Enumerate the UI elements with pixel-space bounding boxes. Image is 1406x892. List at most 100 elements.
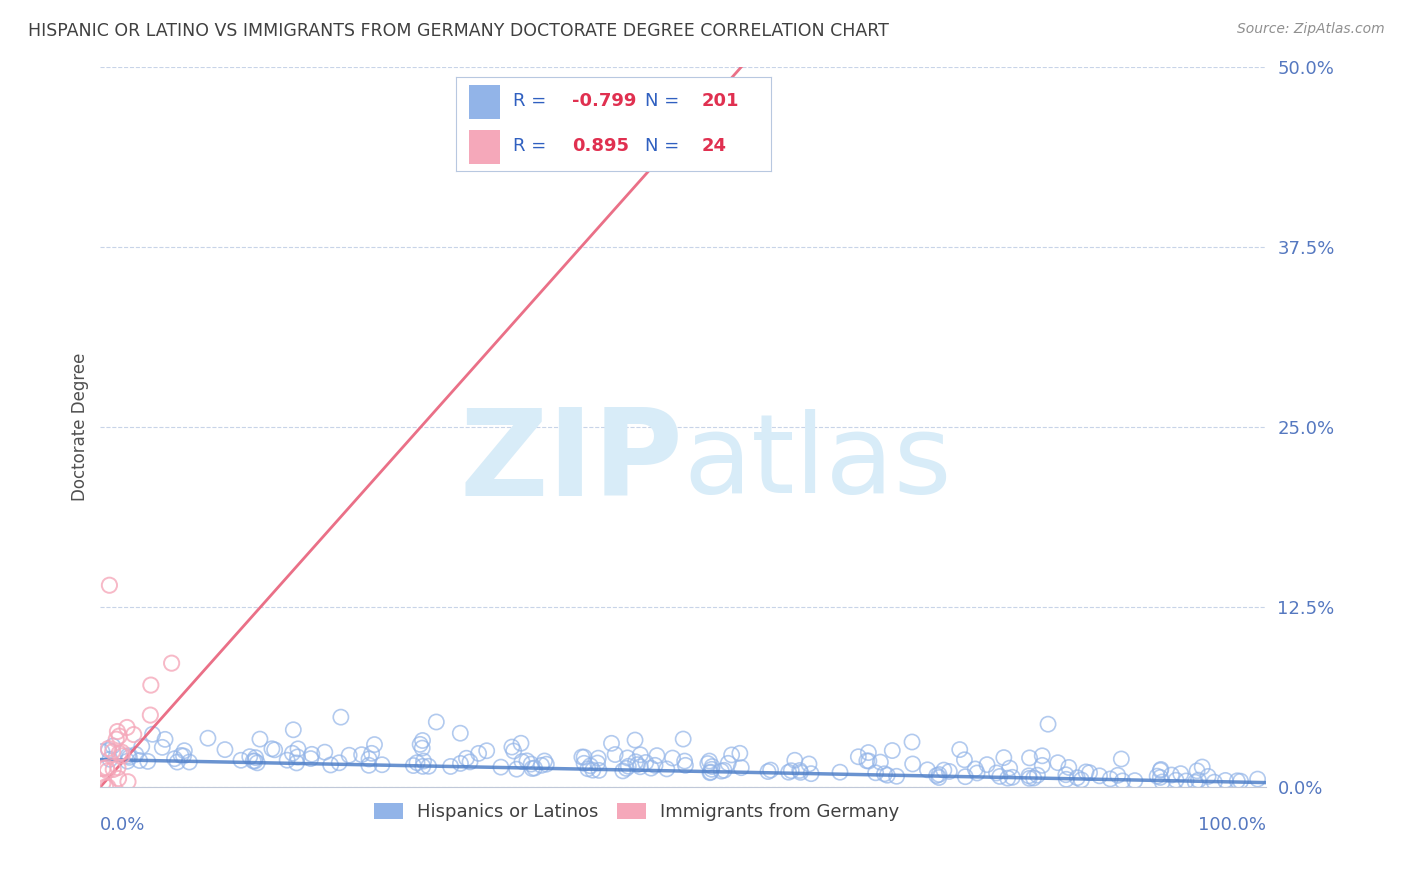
Point [700,762,723,776]
Point [645,748,668,763]
Point [128,754,150,768]
Point [1185,764,1208,778]
Point [797,756,820,771]
Point [673,758,696,772]
Point [1111,773,1133,788]
Point [101,745,124,759]
Point [858,746,880,760]
Point [117,774,139,789]
Point [1111,752,1133,766]
Point [533,754,555,768]
Point [1026,768,1049,782]
Point [1146,769,1168,783]
Point [1229,774,1251,789]
Point [150,740,173,755]
Point [655,762,678,776]
Point [1088,769,1111,783]
Point [505,762,527,776]
Point [111,748,134,763]
Point [136,755,159,769]
Point [523,761,546,775]
Point [965,762,987,776]
Point [439,759,461,773]
Point [1215,773,1237,788]
Point [1164,773,1187,788]
Point [1054,772,1077,787]
Point [901,735,924,749]
Point [467,747,489,761]
Point [101,739,124,753]
Point [1070,772,1092,787]
Point [1031,748,1053,763]
Point [1057,760,1080,774]
Point [245,750,267,764]
Point [1204,775,1226,789]
Text: 0.0%: 0.0% [100,816,146,834]
Point [1018,772,1040,786]
Point [1107,768,1129,782]
Point [98,578,121,592]
Point [717,756,740,771]
Point [170,748,193,763]
Point [1123,773,1146,788]
Point [520,757,543,772]
Point [605,747,627,762]
Point [160,656,183,670]
Point [624,733,647,747]
Point [672,732,695,747]
Point [846,749,869,764]
Point [516,754,538,768]
Point [858,754,880,768]
Point [997,771,1019,785]
Point [928,771,950,785]
Point [91,745,114,759]
Point [139,678,162,692]
Point [301,747,323,762]
Text: 100.0%: 100.0% [1198,816,1267,834]
Point [873,766,896,780]
Point [778,765,800,780]
Point [780,764,803,778]
Point [720,747,742,762]
Point [1046,756,1069,770]
Point [314,745,336,759]
Point [1160,768,1182,782]
Point [96,761,118,775]
Point [696,756,718,771]
Point [412,733,434,747]
Point [510,736,533,750]
Point [783,753,806,767]
Point [329,710,352,724]
Point [108,746,131,760]
Point [1149,764,1171,778]
Legend: Hispanics or Latinos, Immigrants from Germany: Hispanics or Latinos, Immigrants from Ge… [367,796,907,829]
Point [357,752,380,766]
Point [105,732,128,747]
Point [412,759,434,773]
Point [756,764,779,779]
Point [418,759,440,773]
Point [953,753,976,767]
Point [588,751,610,765]
Point [449,756,471,771]
Point [932,763,955,777]
Point [949,742,972,756]
Point [730,761,752,775]
Point [1149,771,1171,785]
Point [299,751,322,765]
Point [1184,775,1206,789]
Point [281,746,304,760]
Point [1074,764,1097,779]
Point [626,757,648,772]
Point [475,744,498,758]
Point [96,764,118,778]
Point [1197,769,1219,783]
Point [115,721,138,735]
Point [800,766,823,780]
Point [412,754,434,768]
Point [166,755,188,769]
Point [1036,717,1059,731]
Point [1170,766,1192,780]
Point [865,765,887,780]
Point [728,747,751,761]
